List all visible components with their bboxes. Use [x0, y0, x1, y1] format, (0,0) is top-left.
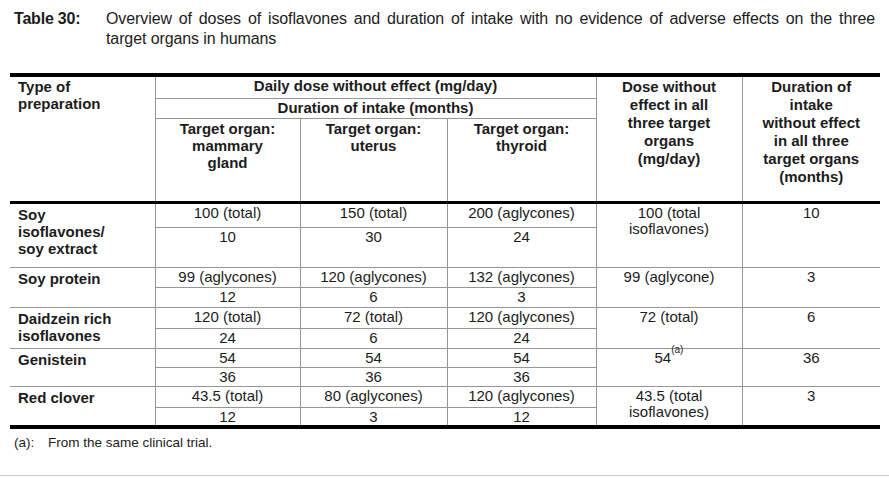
header-type-of-preparation: Type of preparation: [10, 75, 155, 202]
mammary-duration-cell: 10: [155, 227, 300, 267]
header-dose-all-organs: Dose without effect in all three target …: [596, 75, 742, 202]
thyroid-dose-cell: 120 (aglycones): [447, 386, 596, 407]
all-organs-duration-cell: 6: [742, 307, 880, 348]
uterus-dose-cell: 72 (total): [300, 307, 447, 328]
table-row-genistein: Genistein 54 54 54 54(a) 36: [10, 348, 880, 367]
uterus-duration-cell: 30: [300, 227, 447, 267]
footnote-marker-sup: (a): [671, 344, 683, 355]
thyroid-dose-cell: 54: [447, 348, 596, 367]
table-row-soy-protein: Soy protein 99 (aglycones) 120 (aglycone…: [10, 267, 880, 287]
header-duration-all-organs: Duration of intake without effect in all…: [742, 75, 880, 202]
uterus-duration-cell: 6: [300, 328, 447, 348]
all-organs-dose-cell: 72 (total): [596, 307, 742, 348]
thyroid-duration-cell: 36: [447, 367, 596, 386]
mammary-duration-cell: 24: [155, 328, 300, 348]
mammary-dose-cell: 43.5 (total): [155, 386, 300, 407]
header-duration-group: Duration of intake (months): [155, 98, 596, 118]
all-organs-dose-cell: 43.5 (total isoflavones): [596, 386, 742, 427]
preparation-cell: Red clover: [10, 386, 155, 427]
preparation-cell: Daidzein rich isoflavones: [10, 307, 155, 348]
mammary-dose-cell: 120 (total): [155, 307, 300, 328]
preparation-cell: Genistein: [10, 348, 155, 386]
mammary-duration-cell: 12: [155, 287, 300, 307]
mammary-dose-cell: 100 (total): [155, 202, 300, 227]
footnote-text: From the same clinical trial.: [48, 435, 212, 451]
thyroid-duration-cell: 12: [447, 407, 596, 427]
isoflavone-doses-table: Type of preparation Daily dose without e…: [10, 73, 880, 429]
header-daily-dose-group: Daily dose without effect (mg/day): [155, 75, 596, 98]
footnote-marker: (a):: [14, 435, 48, 451]
all-organs-duration-cell: 3: [742, 267, 880, 307]
mammary-duration-cell: 12: [155, 407, 300, 427]
table-footnote: (a): From the same clinical trial.: [14, 435, 889, 451]
preparation-cell: Soy isoflavones/ soy extract: [10, 202, 155, 267]
all-organs-duration-cell: 36: [742, 348, 880, 386]
uterus-dose-cell: 150 (total): [300, 202, 447, 227]
table-caption: Table 30: Overview of doses of isoflavon…: [14, 9, 879, 49]
thyroid-dose-cell: 120 (aglycones): [447, 307, 596, 328]
header-target-organ-uterus: Target organ: uterus: [300, 118, 447, 202]
thyroid-duration-cell: 3: [447, 287, 596, 307]
uterus-duration-cell: 6: [300, 287, 447, 307]
all-organs-dose-cell: 99 (aglycone): [596, 267, 742, 307]
uterus-dose-cell: 120 (aglycones): [300, 267, 447, 287]
table-row-daidzein-rich: Daidzein rich isoflavones 120 (total) 72…: [10, 307, 880, 328]
uterus-duration-cell: 36: [300, 367, 447, 386]
all-organs-duration-cell: 10: [742, 202, 880, 267]
all-organs-dose-cell: 100 (total isoflavones): [596, 202, 742, 267]
thyroid-duration-cell: 24: [447, 328, 596, 348]
all-organs-dose-cell: 54(a): [596, 348, 742, 386]
all-organs-duration-cell: 3: [742, 386, 880, 427]
table-row-soy-isoflavones: Soy isoflavones/ soy extract 100 (total)…: [10, 202, 880, 227]
uterus-duration-cell: 3: [300, 407, 447, 427]
thyroid-dose-cell: 200 (aglycones): [447, 202, 596, 227]
table-row-red-clover: Red clover 43.5 (total) 80 (aglycones) 1…: [10, 386, 880, 407]
uterus-dose-cell: 80 (aglycones): [300, 386, 447, 407]
thyroid-dose-cell: 132 (aglycones): [447, 267, 596, 287]
table-number-label: Table 30:: [14, 9, 106, 49]
mammary-dose-cell: 99 (aglycones): [155, 267, 300, 287]
mammary-dose-cell: 54: [155, 348, 300, 367]
uterus-dose-cell: 54: [300, 348, 447, 367]
thyroid-duration-cell: 24: [447, 227, 596, 267]
header-target-organ-thyroid: Target organ: thyroid: [447, 118, 596, 202]
page-bottom-rule: [0, 475, 889, 476]
preparation-cell: Soy protein: [10, 267, 155, 307]
table-caption-text: Overview of doses of isoflavones and dur…: [106, 9, 879, 49]
header-target-organ-mammary: Target organ: mammary gland: [155, 118, 300, 202]
mammary-duration-cell: 36: [155, 367, 300, 386]
